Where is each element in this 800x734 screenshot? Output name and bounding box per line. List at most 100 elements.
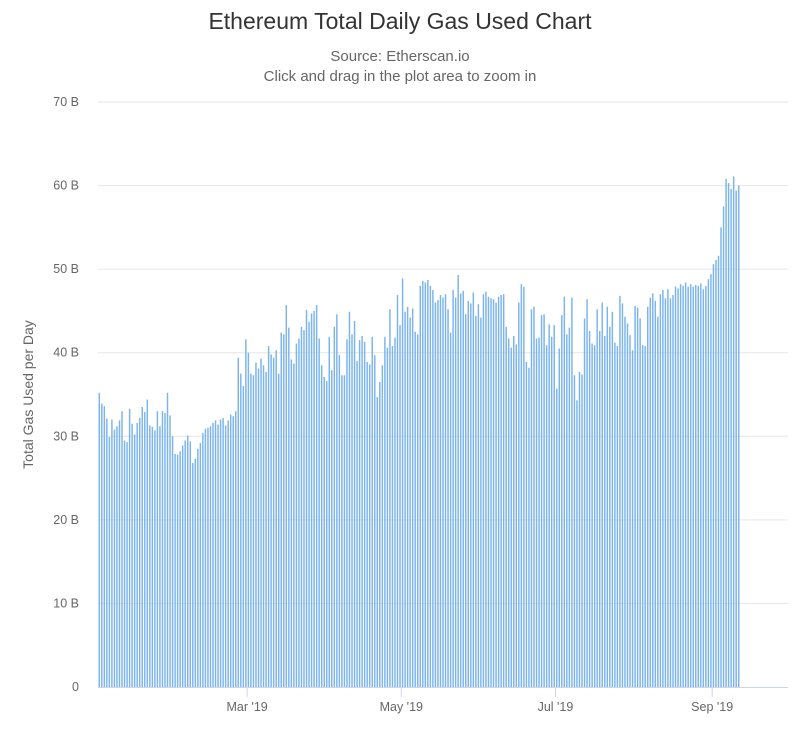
bar[interactable] <box>710 274 712 687</box>
bar[interactable] <box>202 432 204 687</box>
bar[interactable] <box>199 442 202 687</box>
bar[interactable] <box>159 426 161 687</box>
bar[interactable] <box>550 336 553 687</box>
bar[interactable] <box>288 327 290 687</box>
bar[interactable] <box>447 309 449 687</box>
bar[interactable] <box>358 340 361 687</box>
bar[interactable] <box>533 306 535 687</box>
bar[interactable] <box>649 297 651 687</box>
bar[interactable] <box>295 343 298 687</box>
bar[interactable] <box>303 330 305 687</box>
bar[interactable] <box>553 325 555 687</box>
bar[interactable] <box>411 308 414 687</box>
bar[interactable] <box>396 295 399 687</box>
bar[interactable] <box>581 374 583 687</box>
bar[interactable] <box>363 341 366 687</box>
bar[interactable] <box>459 293 462 687</box>
bar[interactable] <box>356 361 358 687</box>
bar[interactable] <box>389 309 391 687</box>
bar[interactable] <box>118 420 121 687</box>
bar[interactable] <box>207 427 209 687</box>
bar[interactable] <box>290 359 293 687</box>
bar[interactable] <box>609 326 611 687</box>
bar[interactable] <box>492 299 495 687</box>
bar[interactable] <box>245 339 247 687</box>
bar[interactable] <box>280 332 282 687</box>
bar[interactable] <box>515 344 518 687</box>
bar[interactable] <box>702 289 705 687</box>
bar[interactable] <box>381 365 384 687</box>
bar[interactable] <box>326 381 328 687</box>
bar[interactable] <box>305 310 308 687</box>
bar[interactable] <box>267 346 270 687</box>
bar[interactable] <box>737 185 740 687</box>
bar[interactable] <box>404 311 406 687</box>
bar[interactable] <box>313 310 315 687</box>
bar[interactable] <box>639 318 641 687</box>
bar[interactable] <box>416 334 419 687</box>
bar[interactable] <box>300 326 303 687</box>
bar[interactable] <box>169 415 171 687</box>
bar[interactable] <box>657 316 659 687</box>
bar[interactable] <box>465 314 467 687</box>
bar[interactable] <box>578 371 581 687</box>
bar[interactable] <box>429 285 432 687</box>
bar[interactable] <box>485 291 487 687</box>
bar[interactable] <box>669 298 672 687</box>
bar[interactable] <box>487 296 490 687</box>
bar[interactable] <box>103 406 106 687</box>
bar[interactable] <box>338 355 341 687</box>
bar[interactable] <box>621 303 624 687</box>
bar[interactable] <box>186 435 189 687</box>
bar[interactable] <box>588 330 591 687</box>
bar[interactable] <box>346 339 348 687</box>
bar[interactable] <box>695 285 697 687</box>
bar[interactable] <box>361 336 363 687</box>
bar[interactable] <box>121 411 123 687</box>
bar[interactable] <box>156 411 159 687</box>
bar[interactable] <box>566 334 568 687</box>
bar[interactable] <box>189 441 191 687</box>
bar[interactable] <box>366 361 368 687</box>
bar[interactable] <box>507 338 510 687</box>
bar[interactable] <box>467 300 470 687</box>
bar[interactable] <box>561 315 563 687</box>
bar[interactable] <box>374 355 376 687</box>
bar[interactable] <box>470 303 472 687</box>
bar[interactable] <box>270 354 272 687</box>
bar[interactable] <box>113 429 116 687</box>
bar[interactable] <box>543 314 545 687</box>
bar[interactable] <box>664 298 667 687</box>
bar[interactable] <box>235 411 237 687</box>
bar[interactable] <box>598 330 601 687</box>
bar[interactable] <box>136 422 138 687</box>
bar[interactable] <box>197 448 199 687</box>
bar[interactable] <box>318 338 320 687</box>
bar[interactable] <box>204 428 207 687</box>
bar[interactable] <box>192 463 194 687</box>
bar[interactable] <box>697 285 700 687</box>
bar[interactable] <box>368 364 371 687</box>
bar[interactable] <box>419 285 421 687</box>
bar[interactable] <box>684 282 687 687</box>
bar[interactable] <box>646 306 649 687</box>
bar[interactable] <box>596 309 598 687</box>
bar[interactable] <box>333 326 336 687</box>
bar[interactable] <box>601 302 603 687</box>
bar[interactable] <box>457 274 459 687</box>
bar[interactable] <box>619 295 621 687</box>
bar[interactable] <box>255 362 257 687</box>
bar[interactable] <box>237 357 240 687</box>
bar[interactable] <box>171 436 174 687</box>
bar[interactable] <box>401 278 404 687</box>
bar[interactable] <box>328 336 330 687</box>
bar[interactable] <box>662 290 664 687</box>
bar[interactable] <box>735 190 737 687</box>
bar[interactable] <box>568 327 571 687</box>
bar[interactable] <box>659 294 662 687</box>
bar[interactable] <box>161 411 164 687</box>
bar[interactable] <box>500 295 502 687</box>
bar[interactable] <box>424 282 427 687</box>
bar[interactable] <box>606 306 609 687</box>
bar[interactable] <box>523 286 525 687</box>
